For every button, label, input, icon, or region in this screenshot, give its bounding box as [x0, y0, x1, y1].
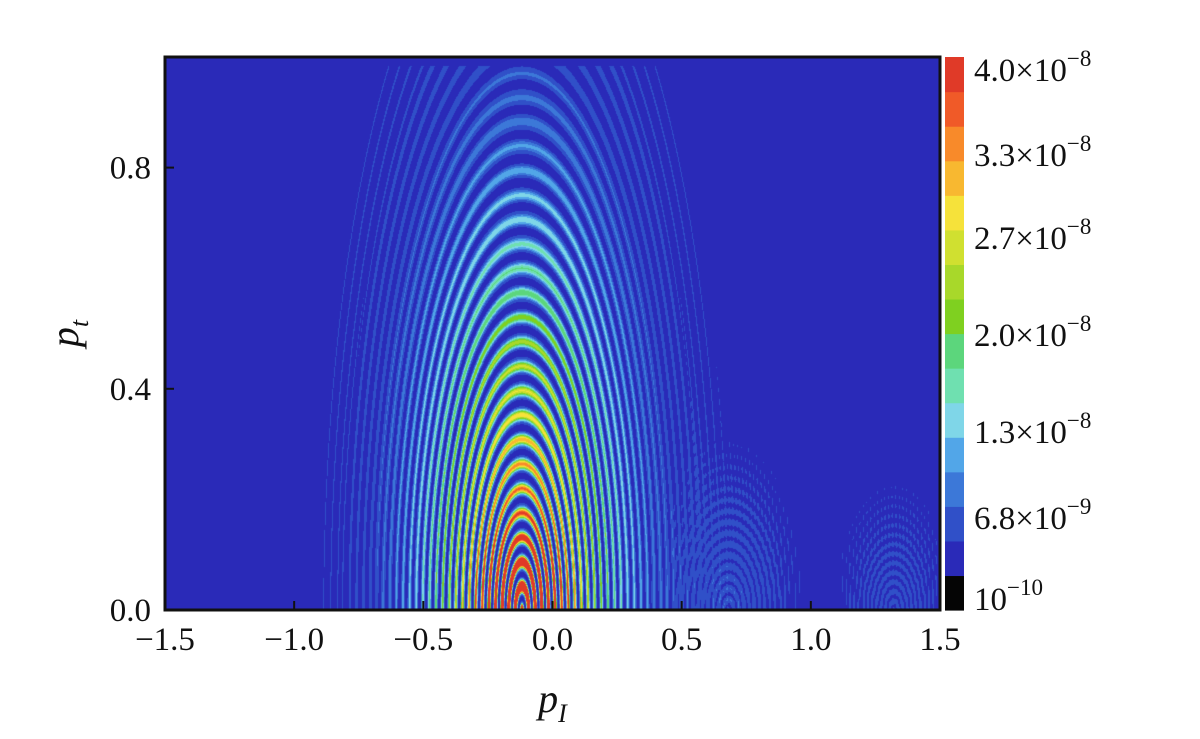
y-axis-title-main: p: [42, 327, 87, 350]
x-axis-title-sub: I: [557, 699, 568, 728]
y-axis-title: pt: [42, 319, 94, 350]
y-tick-label: 0.0: [110, 593, 151, 629]
colorbar-tick-label: 2.7×10−8: [974, 214, 1091, 257]
x-tick-label: 0.0: [532, 622, 573, 658]
y-tick-label: 0.8: [110, 151, 151, 187]
x-axis-title-main: p: [535, 676, 558, 721]
colorbar-segment: [945, 126, 964, 162]
colorbar-label-exponent: −8: [1067, 214, 1091, 239]
x-tick-label: −0.5: [393, 622, 453, 658]
colorbar-label-mantissa: 10: [974, 582, 1007, 618]
colorbar-segment: [945, 160, 964, 196]
colorbar-label-exponent: −9: [1067, 494, 1091, 519]
colorbar-label-mantissa: 2.7×10: [974, 221, 1067, 257]
colorbar-tick-label: 6.8×10−9: [974, 494, 1091, 537]
colorbar-label-mantissa: 2.0×10: [974, 318, 1067, 354]
colorbar-tick-label: 1.3×10−8: [974, 408, 1091, 451]
colorbar-tick-label: 3.3×10−8: [974, 131, 1091, 174]
x-tick-label: 1.5: [919, 622, 960, 658]
y-tick-label: 0.4: [110, 372, 151, 408]
colorbar-label-exponent: −10: [1007, 575, 1043, 600]
colorbar-segment: [945, 91, 964, 127]
colorbar-tick-label: 10−10: [974, 575, 1043, 618]
x-tick-label: 0.5: [661, 622, 702, 658]
colorbar-label-mantissa: 6.8×10: [974, 501, 1067, 537]
colorbar-segment: [945, 437, 964, 473]
colorbar-label-exponent: −8: [1067, 131, 1091, 156]
colorbar-segment: [945, 333, 964, 369]
colorbar-label-exponent: −8: [1067, 408, 1091, 433]
y-axis-title-sub: t: [65, 319, 94, 327]
colorbar-segment: [945, 402, 964, 438]
colorbar-label-mantissa: 3.3×10: [974, 138, 1067, 174]
x-tick-label: −1.0: [264, 622, 324, 658]
colorbar-segment: [945, 471, 964, 507]
x-tick-label: −1.5: [135, 622, 195, 658]
colorbar-segment: [945, 264, 964, 300]
colorbar-tick-label: 4.0×10−8: [974, 46, 1091, 89]
colorbar: 4.0×10−83.3×10−82.7×10−82.0×10−81.3×10−8…: [945, 46, 1091, 618]
x-tick-label: 1.0: [790, 622, 831, 658]
plot-area: [165, 57, 940, 610]
x-axis-title: pI: [535, 676, 568, 728]
colorbar-segment: [945, 575, 964, 611]
heatmap-image: [165, 57, 940, 610]
colorbar-segment: [945, 506, 964, 542]
colorbar-label-exponent: −8: [1067, 311, 1091, 336]
colorbar-label-exponent: −8: [1067, 46, 1091, 71]
colorbar-segment: [945, 195, 964, 231]
colorbar-segment: [945, 368, 964, 404]
colorbar-segment: [945, 540, 964, 577]
colorbar-segment: [945, 298, 964, 335]
colorbar-label-mantissa: 4.0×10: [974, 53, 1067, 89]
colorbar-segment: [945, 229, 964, 265]
colorbar-tick-label: 2.0×10−8: [974, 311, 1091, 354]
colorbar-segment: [945, 57, 964, 93]
colorbar-label-mantissa: 1.3×10: [974, 415, 1067, 451]
